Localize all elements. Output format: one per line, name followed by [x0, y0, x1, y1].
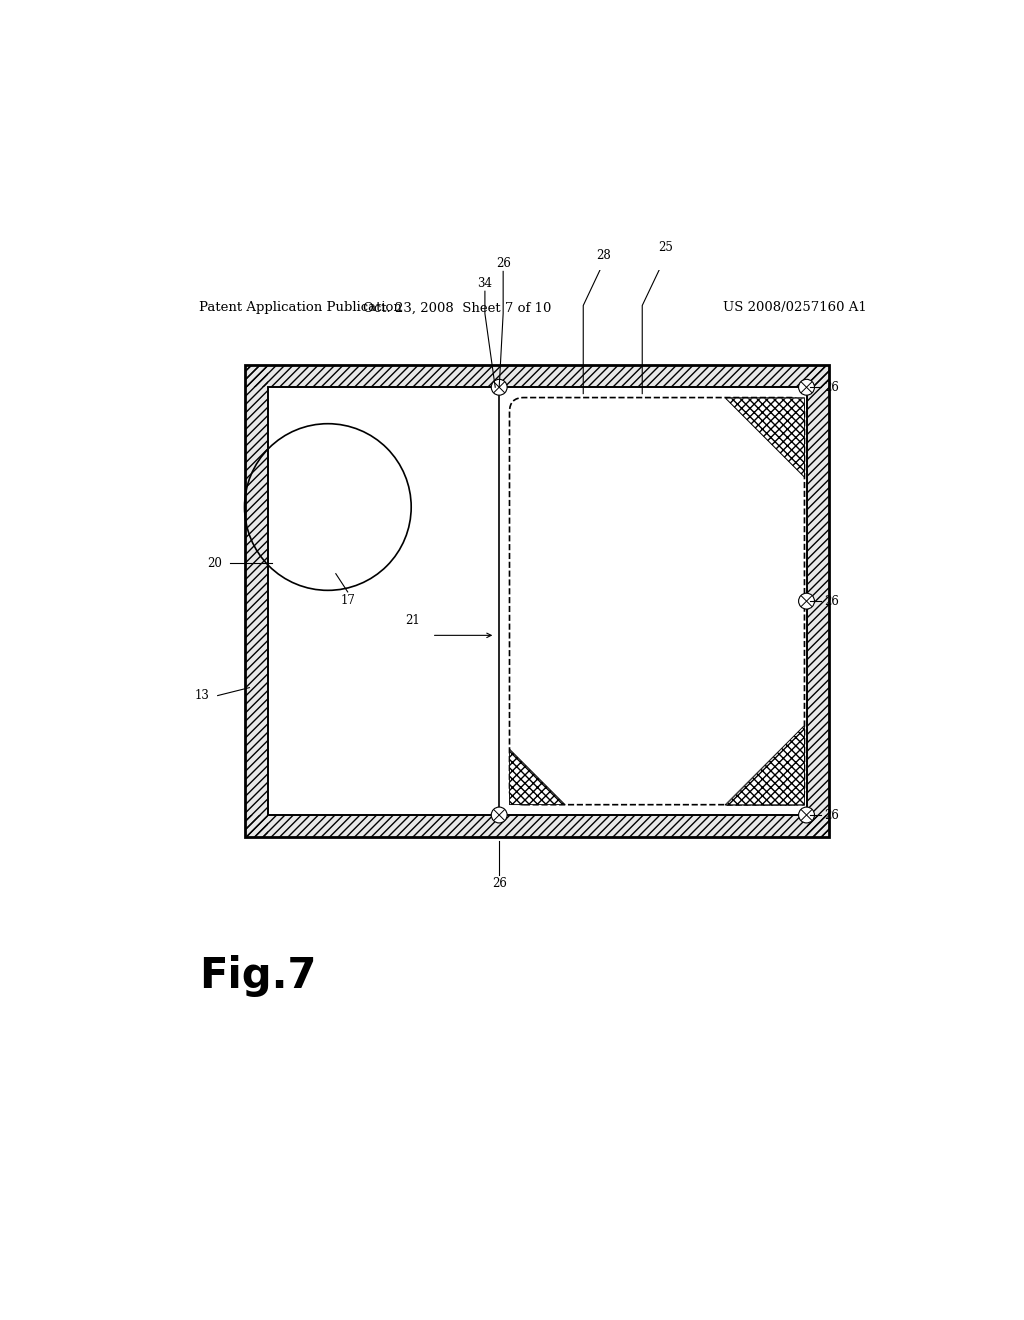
Text: 34: 34	[477, 277, 493, 289]
Bar	[807, 366, 828, 837]
Polygon shape	[725, 725, 805, 805]
Text: 26: 26	[824, 809, 839, 821]
Polygon shape	[510, 750, 565, 805]
Text: 21: 21	[406, 614, 420, 627]
Circle shape	[799, 379, 814, 395]
Text: Fig.7: Fig.7	[200, 956, 316, 997]
Text: 28: 28	[596, 249, 610, 261]
Bar	[267, 387, 807, 814]
Text: 26: 26	[824, 594, 839, 607]
Circle shape	[492, 807, 507, 822]
Bar	[246, 366, 828, 387]
Text: 17: 17	[340, 594, 355, 606]
Text: Patent Application Publication: Patent Application Publication	[200, 301, 402, 314]
Text: 26: 26	[496, 257, 511, 269]
Text: US 2008/0257160 A1: US 2008/0257160 A1	[723, 301, 867, 314]
Polygon shape	[725, 397, 805, 477]
Text: 26: 26	[492, 876, 507, 890]
Bar	[267, 387, 807, 814]
Bar	[246, 366, 267, 837]
Bar	[246, 366, 267, 837]
Bar	[246, 366, 828, 387]
Circle shape	[492, 379, 507, 395]
Text: 13: 13	[195, 689, 210, 702]
Text: 26: 26	[824, 380, 839, 393]
Text: 25: 25	[658, 242, 674, 253]
Circle shape	[799, 593, 814, 609]
Bar	[807, 366, 828, 837]
Bar	[246, 814, 828, 837]
Text: Oct. 23, 2008  Sheet 7 of 10: Oct. 23, 2008 Sheet 7 of 10	[364, 301, 552, 314]
Text: 20: 20	[207, 557, 221, 570]
Circle shape	[799, 807, 814, 822]
Bar	[246, 814, 828, 837]
Bar	[246, 366, 828, 837]
